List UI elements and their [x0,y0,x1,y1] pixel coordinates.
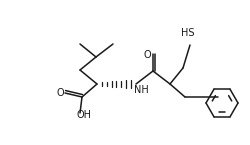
Text: HS: HS [180,28,194,38]
Text: OH: OH [76,110,91,120]
Text: O: O [142,50,150,60]
Text: O: O [56,88,64,98]
Text: NH: NH [133,85,148,95]
